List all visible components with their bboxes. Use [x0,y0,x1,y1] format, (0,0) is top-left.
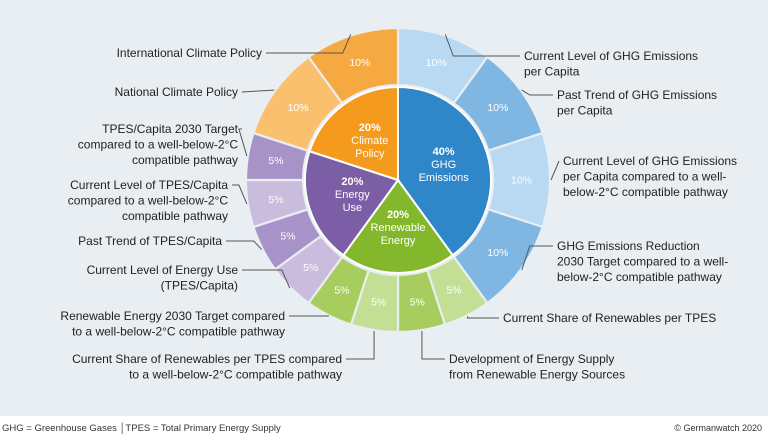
outer-value-label: 10% [511,175,532,187]
leader-line [466,316,499,319]
inner-value-label: 20% [359,122,381,134]
inner-segment-energy [304,150,400,257]
inner-value-label: 20% [341,176,363,188]
leader-line [232,184,248,205]
inner-category-label: Policy [355,148,385,160]
inner-category-label: GHG [431,159,456,171]
indicator-label: per Capita [524,65,580,79]
indicator-label: TPES/Capita 2030 Target [102,122,239,136]
inner-segment-renew [341,178,455,274]
indicator-label: compared to a well-below-2°C [68,194,229,208]
leader-line [226,240,263,250]
indicator-label: Current Level of GHG Emissions [563,154,737,168]
inner-category-label: Renewable [370,222,425,234]
inner-category-label: Energy [335,189,370,201]
indicator-label: per Capita compared to a well- [563,170,726,184]
donut-chart: 10%10%10%10%5%5%5%5%5%5%5%5%10%10%40%GHG… [60,26,737,382]
leader-line [444,34,520,57]
indicator-label: Current Level of GHG Emissions [524,49,698,63]
inner-category-label: Emissions [419,172,470,184]
leader-line [421,331,445,360]
outer-value-label: 10% [487,247,508,259]
outer-value-label: 10% [349,57,370,69]
leader-line [238,128,248,157]
chart-panel: 10% 10% 10% 10% 5% 5% 5% 5% 5% 5% 5% 5% 10% 10% 40% GHG… [0,0,768,416]
outer-value-label: 5% [268,155,283,167]
outer-value-label: 5% [371,296,386,308]
leader-line [266,34,352,54]
outer-value-label: 5% [303,262,318,274]
indicator-label: 2030 Target compared to a well- [557,255,728,269]
indicator-label: International Climate Policy [117,46,262,60]
inner-category-label: Energy [381,235,416,247]
inner-value-label: 20% [387,209,409,221]
inner-segment-policy [308,85,399,182]
indicator-label: to a well-below-2°C compatible pathway [129,368,342,382]
indicator-label: GHG Emissions Reduction [557,239,700,253]
outer-segment-international-climate-policy [307,26,400,105]
inner-category-label: Climate [351,135,388,147]
copyright: © Germanwatch 2020 [674,423,762,433]
inner-category-label: Use [343,202,363,214]
indicator-label: below-2°C compatible pathway [557,270,722,284]
indicator-label: compatible pathway [132,153,238,167]
leader-line [521,245,553,271]
leader-line [521,89,553,96]
outer-value-label: 10% [288,102,309,114]
indicator-label: National Climate Policy [115,85,238,99]
indicator-label: Current Share of Renewables per TPES [503,311,716,325]
outer-value-label: 5% [446,285,461,297]
leader-line [242,269,291,289]
indicator-label: below-2°C compatible pathway [563,185,728,199]
leader-line [241,89,275,93]
indicator-label: Current Share of Renewables per TPES com… [72,352,342,366]
outer-value-label: 5% [410,296,425,308]
indicator-label: (TPES/Capita) [161,279,238,293]
indicator-label: per Capita [557,104,613,118]
indicator-label: Past Trend of GHG Emissions [557,88,717,102]
outer-value-label: 5% [268,194,283,206]
indicator-label: Development of Energy Supply [449,352,614,366]
indicator-label: to a well-below-2°C compatible pathway [72,325,285,339]
outer-value-label: 10% [426,57,447,69]
outer-value-label: 10% [487,102,508,114]
inner-segment-ghg [397,85,492,257]
leader-line [346,331,375,360]
indicator-label: Current Level of Energy Use [87,263,239,277]
indicator-label: compatible pathway [122,209,228,223]
indicator-label: compared to a well-below-2°C [78,138,239,152]
outer-value-label: 5% [280,231,295,243]
indicator-label: from Renewable Energy Sources [449,368,625,382]
indicator-label: Past Trend of TPES/Capita [78,234,222,248]
abbreviation-note: GHG = Greenhouse Gases │TPES = Total Pri… [2,423,281,434]
footer: GHG = Greenhouse Gases │TPES = Total Pri… [0,416,768,443]
inner-value-label: 40% [433,146,455,158]
leader-line [550,160,560,181]
outer-value-label: 5% [334,285,349,297]
indicator-label: Renewable Energy 2030 Target compared [60,309,285,323]
indicator-label: Current Level of TPES/Capita [70,178,228,192]
